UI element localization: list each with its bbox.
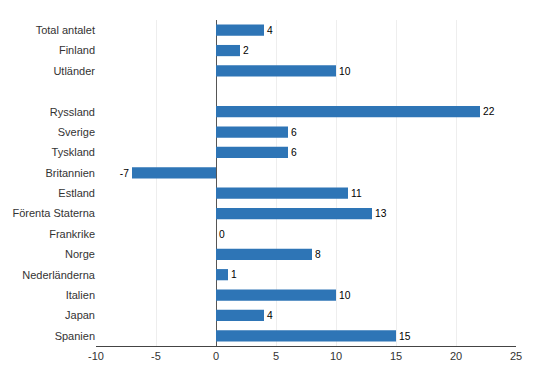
svg-text:Estland: Estland (58, 187, 95, 199)
svg-text:22: 22 (483, 106, 495, 117)
svg-text:4: 4 (267, 25, 273, 36)
svg-text:10: 10 (330, 350, 342, 362)
svg-text:Spanien: Spanien (55, 330, 95, 342)
svg-text:10: 10 (339, 66, 351, 77)
svg-text:-5: -5 (151, 350, 161, 362)
svg-text:Norge: Norge (65, 248, 95, 260)
svg-text:Sverige: Sverige (58, 126, 95, 138)
svg-text:5: 5 (273, 350, 279, 362)
svg-text:8: 8 (315, 249, 321, 260)
svg-text:Utländer: Utländer (53, 65, 95, 77)
svg-text:1: 1 (231, 269, 237, 280)
svg-text:13: 13 (375, 208, 387, 219)
svg-text:25: 25 (510, 350, 522, 362)
svg-text:Förenta Staterna: Förenta Staterna (12, 207, 95, 219)
svg-text:Italien: Italien (66, 289, 95, 301)
svg-text:-7: -7 (120, 168, 129, 179)
svg-text:Frankrike: Frankrike (49, 228, 95, 240)
svg-text:Britannien: Britannien (45, 167, 95, 179)
svg-text:0: 0 (219, 229, 225, 240)
svg-text:-10: -10 (88, 350, 104, 362)
svg-text:6: 6 (291, 147, 297, 158)
svg-text:20: 20 (450, 350, 462, 362)
svg-text:0: 0 (213, 350, 219, 362)
svg-text:10: 10 (339, 290, 351, 301)
svg-text:Japan: Japan (65, 309, 95, 321)
svg-text:11: 11 (351, 188, 362, 199)
svg-text:15: 15 (399, 331, 411, 342)
svg-text:15: 15 (390, 350, 402, 362)
svg-text:2: 2 (243, 45, 249, 56)
svg-text:Nederländerna: Nederländerna (22, 269, 96, 281)
svg-text:Ryssland: Ryssland (50, 106, 95, 118)
svg-text:Total antalet: Total antalet (36, 24, 95, 36)
svg-text:6: 6 (291, 127, 297, 138)
svg-text:Tyskland: Tyskland (52, 146, 95, 158)
svg-text:Finland: Finland (59, 44, 95, 56)
svg-text:4: 4 (267, 310, 273, 321)
